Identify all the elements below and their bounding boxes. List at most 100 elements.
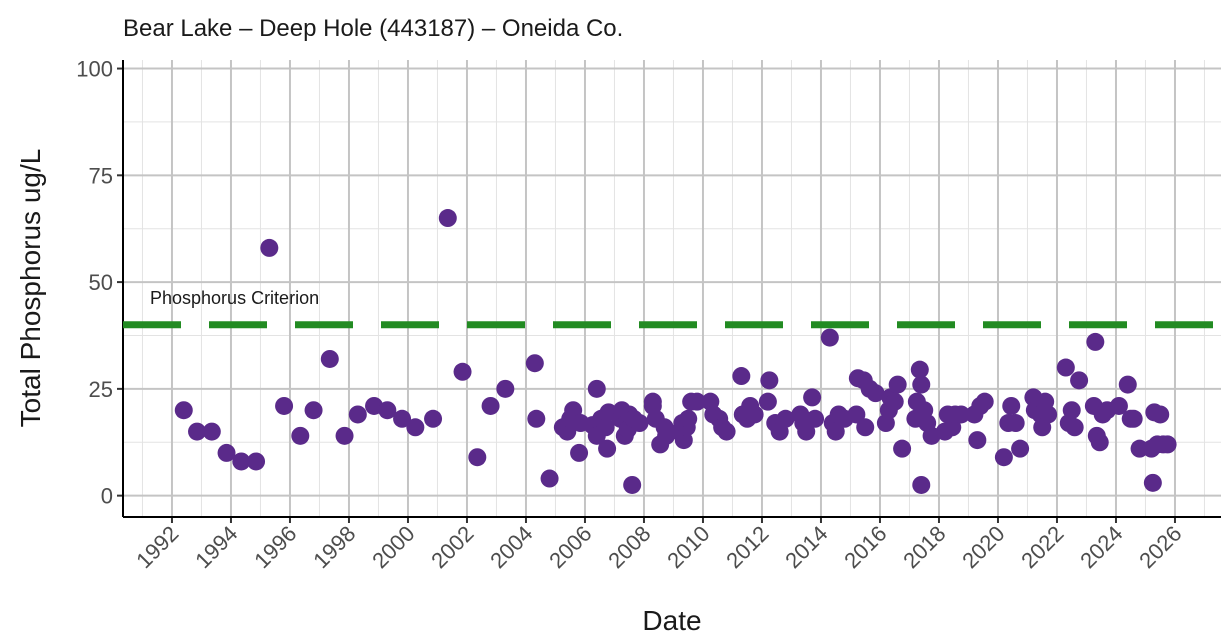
point xyxy=(598,439,617,458)
x-tick-label: 2014 xyxy=(780,521,832,573)
point xyxy=(1011,439,1030,458)
point xyxy=(688,392,707,411)
point xyxy=(820,328,839,347)
x-tick-label: 2024 xyxy=(1075,521,1127,573)
x-tick-label: 2022 xyxy=(1016,521,1068,573)
point xyxy=(1090,433,1109,452)
point xyxy=(847,405,866,424)
point xyxy=(174,401,193,420)
point xyxy=(806,409,825,428)
y-tick-label: 50 xyxy=(89,270,113,295)
point xyxy=(247,452,266,471)
point xyxy=(260,238,279,257)
point xyxy=(623,475,642,494)
x-tick-label: 1996 xyxy=(249,521,301,573)
point xyxy=(1039,405,1058,424)
point xyxy=(912,475,931,494)
point xyxy=(952,405,971,424)
point xyxy=(1002,396,1021,415)
point xyxy=(803,388,822,407)
point xyxy=(453,362,472,381)
point xyxy=(438,209,457,228)
point xyxy=(217,443,236,462)
point xyxy=(866,384,885,403)
y-tick-label: 0 xyxy=(101,484,113,509)
point xyxy=(776,409,795,428)
point xyxy=(717,422,736,441)
point xyxy=(679,409,698,428)
point xyxy=(291,426,310,445)
point xyxy=(1086,332,1105,351)
reference-label: Phosphorus Criterion xyxy=(150,288,319,308)
point xyxy=(527,409,546,428)
x-tick-label: 2002 xyxy=(426,521,478,573)
point xyxy=(1109,396,1128,415)
point xyxy=(1056,358,1075,377)
x-tick-label: 2006 xyxy=(544,521,596,573)
x-tick-label: 1998 xyxy=(308,521,360,573)
point xyxy=(912,375,931,394)
point xyxy=(888,375,907,394)
point xyxy=(856,418,875,437)
point xyxy=(570,443,589,462)
point xyxy=(1151,405,1170,424)
point xyxy=(975,392,994,411)
point xyxy=(1158,435,1177,454)
point xyxy=(587,379,606,398)
point xyxy=(320,349,339,368)
point xyxy=(424,409,443,428)
point xyxy=(760,371,779,390)
point xyxy=(745,405,764,424)
point xyxy=(1062,401,1081,420)
x-tick-label: 2008 xyxy=(603,521,655,573)
x-tick-label: 2010 xyxy=(662,521,714,573)
point xyxy=(1070,371,1089,390)
point xyxy=(797,422,816,441)
x-tick-label: 2016 xyxy=(839,521,891,573)
point xyxy=(1124,409,1143,428)
point xyxy=(304,401,323,420)
x-tick-label: 1994 xyxy=(190,521,242,573)
point xyxy=(994,448,1013,467)
point xyxy=(393,409,412,428)
x-axis-title: Date xyxy=(642,605,701,636)
point xyxy=(1143,473,1162,492)
point xyxy=(885,392,904,411)
point xyxy=(202,422,221,441)
x-tick-label: 2004 xyxy=(485,521,537,573)
point xyxy=(540,469,559,488)
point xyxy=(732,367,751,386)
point xyxy=(496,379,515,398)
x-tick-label: 1992 xyxy=(131,521,183,573)
point xyxy=(378,401,397,420)
point xyxy=(1118,375,1137,394)
point xyxy=(335,426,354,445)
point xyxy=(406,418,425,437)
x-tick-label: 2020 xyxy=(957,521,1009,573)
x-tick-label: 2012 xyxy=(721,521,773,573)
point xyxy=(232,452,251,471)
y-tick-label: 100 xyxy=(76,57,113,82)
point xyxy=(630,414,649,433)
point xyxy=(468,448,487,467)
point xyxy=(1065,418,1084,437)
x-tick-label: 2026 xyxy=(1134,521,1186,573)
y-tick-label: 25 xyxy=(89,377,113,402)
x-tick-label: 2000 xyxy=(367,521,419,573)
point xyxy=(1006,414,1025,433)
chart-title: Bear Lake – Deep Hole (443187) – Oneida … xyxy=(123,15,623,42)
point xyxy=(188,422,207,441)
point xyxy=(893,439,912,458)
point xyxy=(596,418,615,437)
y-tick-label: 75 xyxy=(89,163,113,188)
point xyxy=(348,405,367,424)
point xyxy=(968,431,987,450)
x-tick-label: 2018 xyxy=(898,521,950,573)
y-axis-title: Total Phosphorus ug/L xyxy=(15,149,46,428)
point xyxy=(481,396,500,415)
point xyxy=(826,422,845,441)
point xyxy=(275,396,294,415)
point xyxy=(758,392,777,411)
point xyxy=(525,354,544,373)
